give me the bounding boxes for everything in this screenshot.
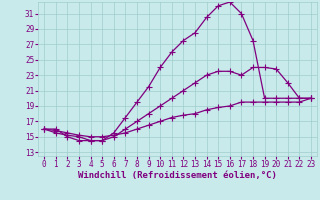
X-axis label: Windchill (Refroidissement éolien,°C): Windchill (Refroidissement éolien,°C)	[78, 171, 277, 180]
